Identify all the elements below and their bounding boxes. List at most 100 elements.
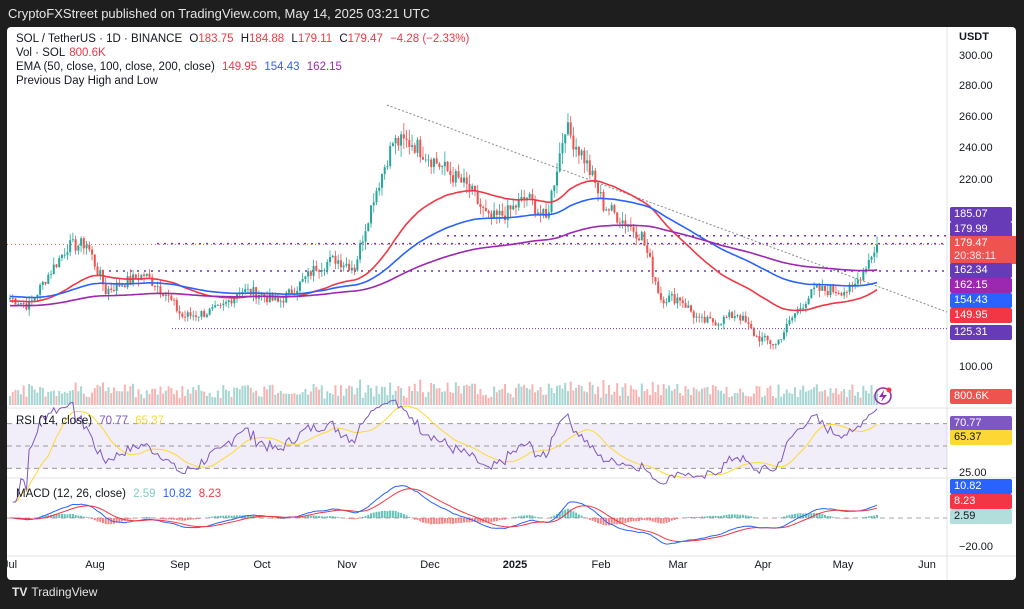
macd-histogram-bar (320, 516, 323, 518)
macd-histogram-bar (58, 514, 61, 518)
volume-bar (572, 390, 575, 405)
candle-body (230, 300, 233, 304)
volume-bar (755, 385, 758, 405)
macd-label[interactable]: MACD (12, 26, close) (16, 488, 126, 500)
macd-histogram-bar (101, 518, 104, 524)
volume-bar (312, 384, 315, 405)
volume-bar (722, 393, 725, 405)
macd-histogram-bar (208, 517, 211, 518)
volume-bar (50, 391, 53, 405)
macd-histogram-bar (648, 518, 651, 521)
volume-bar (197, 385, 200, 405)
macd-histogram-bar (394, 510, 397, 518)
volume-bar (257, 396, 260, 405)
candle-body (145, 273, 148, 276)
volume-bar (438, 388, 441, 405)
rsi-axis-label: 70.77 (950, 416, 1012, 431)
macd-histogram-bar (514, 516, 517, 518)
chart-frame[interactable]: SOL / TetherUS · 1D · BINANCE O183.75 H1… (7, 27, 1016, 580)
macd-histogram-bar (829, 516, 832, 518)
volume-bar (698, 391, 701, 405)
candle-body (11, 298, 14, 299)
publish-header: CryptoFXStreet published on TradingView.… (8, 6, 430, 21)
candle-body (282, 300, 285, 303)
macd-histogram-bar (115, 518, 118, 523)
candle-body (454, 171, 457, 183)
symbol-title[interactable]: SOL / TetherUS · 1D · BINANCE (16, 33, 183, 45)
candle-body (435, 158, 438, 164)
rsi-line (12, 399, 878, 503)
volume-bar (843, 389, 846, 405)
volume-bar (307, 394, 310, 405)
candle-body (266, 296, 269, 303)
candle-body (82, 238, 85, 249)
volume-bar (632, 389, 635, 405)
candle-body (539, 212, 542, 215)
candle-body (700, 316, 703, 318)
candle-body (780, 339, 783, 340)
volume-bar (837, 394, 840, 405)
volume-bar (233, 387, 236, 405)
rsi-label[interactable]: RSI (14, close) (16, 415, 93, 427)
candle-body (348, 263, 351, 271)
macd-histogram-bar (255, 516, 258, 518)
macd-histogram-bar (36, 517, 39, 518)
macd-histogram-bar (194, 518, 197, 520)
volume-bar (777, 384, 780, 405)
volume-bar (700, 388, 703, 405)
volume-bar (802, 385, 805, 405)
candle-body (93, 254, 96, 267)
notification-dot (886, 387, 892, 393)
volume-bar (298, 394, 301, 405)
chart-canvas[interactable] (7, 27, 1016, 580)
volume-bar (599, 397, 602, 405)
time-tick: May (832, 559, 854, 571)
volume-label[interactable]: Vol · SOL (16, 47, 66, 59)
macd-histogram-bar (361, 516, 364, 518)
volume-bar (194, 390, 197, 405)
volume-bar (534, 392, 537, 405)
macd-histogram-bar (824, 514, 827, 518)
candle-body (512, 205, 515, 210)
macd-histogram-bar (178, 518, 181, 521)
macd-histogram-bar (367, 514, 370, 518)
volume-bar (791, 393, 794, 405)
volume-bar (30, 385, 33, 405)
candle-body (449, 170, 452, 176)
volume-bar (607, 384, 610, 405)
macd-histogram-bar (703, 516, 706, 518)
candle-body (509, 205, 512, 210)
currency-label[interactable]: USDT (959, 31, 989, 43)
macd-histogram-bar (443, 518, 446, 524)
candle-body (233, 297, 236, 304)
candle-body (391, 143, 394, 147)
price-tick: 240.00 (959, 142, 993, 154)
volume-bar (673, 389, 676, 405)
rsi-value: 70.77 (99, 415, 129, 427)
candle-body (586, 160, 589, 164)
volume-bar (277, 392, 280, 405)
macd-histogram-bar (717, 515, 720, 518)
volume-bar (236, 387, 239, 405)
macd-histogram-bar (711, 515, 714, 518)
macd-histogram-bar (44, 515, 47, 518)
macd-histogram-bar (452, 518, 455, 524)
macd-histogram-bar (597, 518, 600, 524)
macd-histogram-bar (583, 517, 586, 518)
candle-body (755, 335, 758, 337)
candle-body (834, 292, 837, 294)
candle-body (151, 277, 154, 286)
volume-bar (28, 384, 31, 405)
ema-label[interactable]: EMA (50, close, 100, close, 200, close) (16, 61, 215, 73)
volume-bar (255, 390, 258, 405)
volume-bar (703, 387, 706, 405)
time-tick: Aug (85, 559, 105, 571)
volume-bar (501, 388, 504, 405)
candle-body (400, 134, 403, 146)
tradingview-logo[interactable]: TV TradingView (12, 585, 97, 599)
candle-body (807, 298, 810, 305)
candle-body (758, 336, 761, 342)
pdhl-legend[interactable]: Previous Day High and Low (16, 75, 158, 87)
volume-bar (402, 395, 405, 405)
macd-histogram-bar (74, 515, 77, 518)
